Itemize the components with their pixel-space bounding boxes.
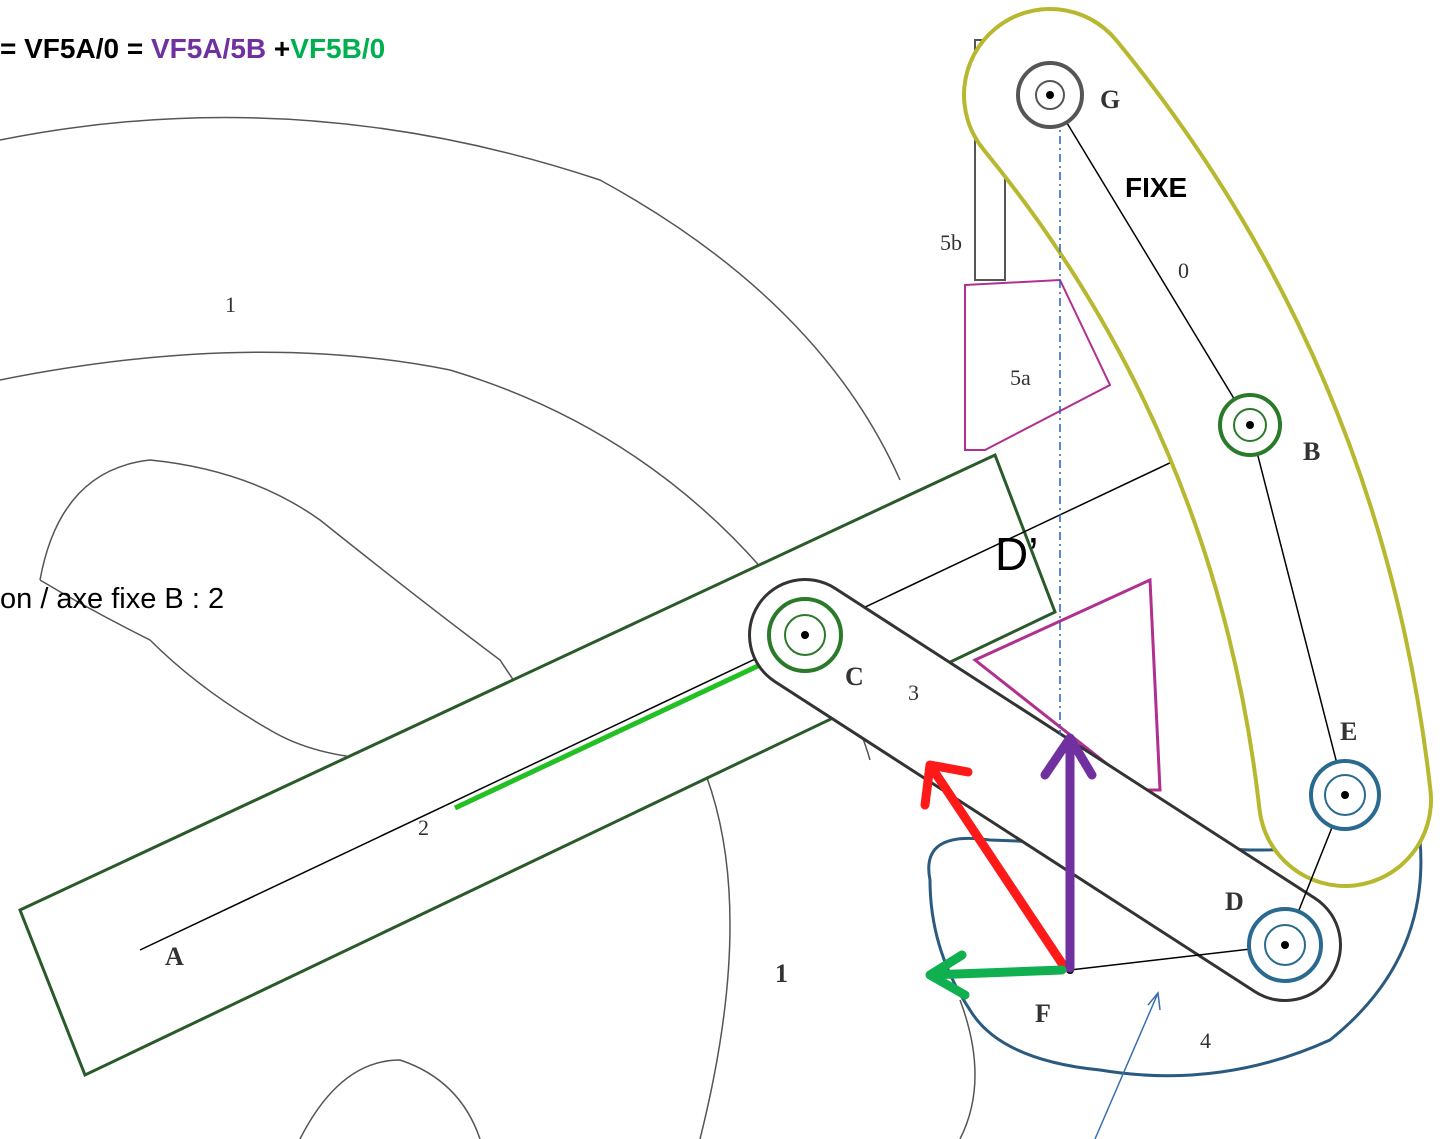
eq-part: = VF5A/0 = <box>0 33 151 64</box>
label: 3 <box>908 680 919 705</box>
label: E <box>1340 717 1357 746</box>
rotation-note: on / axe fixe B : 2 <box>0 583 224 615</box>
label: A <box>165 942 184 971</box>
label: 2 <box>418 815 429 840</box>
label: 5a <box>1010 365 1031 390</box>
diagram: = VF5A/0 = VF5A/5B +VF5B/0 FIXE on / axe… <box>0 0 1456 1139</box>
bar-2 <box>20 455 1055 1075</box>
label: 0 <box>1178 258 1189 283</box>
label: 1 <box>225 292 236 317</box>
eq-part: + <box>266 33 290 64</box>
equation: = VF5A/0 = VF5A/5B +VF5B/0 <box>0 33 385 64</box>
fixed-label: FIXE <box>1125 172 1187 203</box>
label: 1 <box>775 959 788 988</box>
label: 5b <box>940 230 962 255</box>
label: C <box>845 662 864 691</box>
label: B <box>1303 437 1320 466</box>
eq-part: VF5B/0 <box>290 33 385 64</box>
label: F <box>1035 999 1051 1028</box>
eq-part: VF5A/5B <box>151 33 266 64</box>
label: G <box>1100 85 1120 114</box>
label: D <box>1225 887 1244 916</box>
label: 4 <box>1200 1028 1211 1053</box>
point-label: D’ <box>995 528 1038 580</box>
part-5a <box>965 280 1110 450</box>
